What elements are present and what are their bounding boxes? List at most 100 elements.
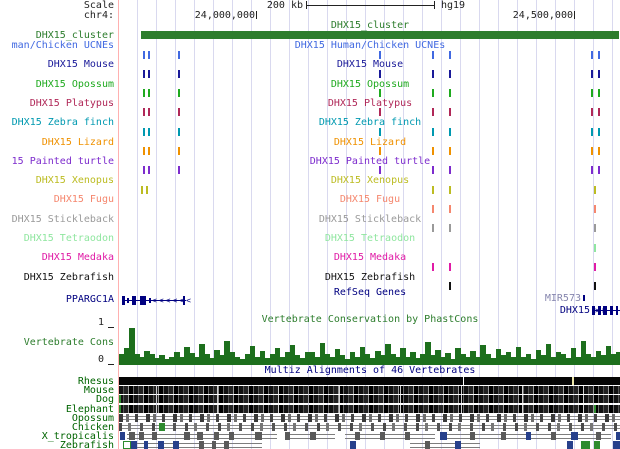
ortholog-tick[interactable] (432, 224, 435, 233)
track-center-label[interactable]: DHX15 Painted turtle (309, 155, 431, 167)
ortholog-tick[interactable] (448, 69, 451, 78)
multiz-species-label[interactable]: Opossum (71, 412, 114, 424)
ortholog-tick[interactable] (432, 262, 435, 271)
ortholog-tick[interactable] (593, 282, 596, 291)
ortholog-tick[interactable] (148, 127, 151, 136)
ortholog-tick[interactable] (590, 108, 593, 117)
ortholog-tick[interactable] (448, 204, 451, 213)
ortholog-tick[interactable] (148, 69, 151, 78)
multiz-species-label[interactable]: Dog (95, 394, 114, 406)
ortholog-tick[interactable] (178, 69, 181, 78)
ortholog-tick[interactable] (593, 243, 596, 252)
ortholog-tick[interactable] (379, 127, 382, 136)
ortholog-tick[interactable] (379, 108, 382, 117)
ortholog-tick[interactable] (448, 282, 451, 291)
track-left-label[interactable]: DHX15 Tetraodon (23, 233, 114, 244)
ortholog-tick[interactable] (448, 89, 451, 98)
multiz-row-mouse[interactable] (119, 386, 620, 395)
ortholog-tick[interactable] (146, 185, 149, 194)
browser-data-area[interactable]: 200 kb hg19 24,000,000 24,500,000 DHX15_… (118, 0, 620, 449)
ortholog-tick[interactable] (432, 185, 435, 194)
track-center-label[interactable]: DHX15 Mouse (336, 59, 404, 71)
multiz-row-zebrafish[interactable] (119, 441, 620, 449)
track-center-label[interactable]: DHX15 Opossum (330, 78, 410, 90)
ortholog-tick[interactable] (590, 69, 593, 78)
ortholog-tick[interactable] (143, 147, 146, 155)
track-left-label[interactable]: DHX15 Mouse (47, 59, 114, 71)
ortholog-tick[interactable] (432, 108, 435, 117)
ortholog-tick[interactable] (448, 166, 451, 175)
ortholog-tick[interactable] (448, 108, 451, 117)
track-center-label[interactable]: DHX15 Zebra finch (318, 117, 422, 129)
ortholog-tick[interactable] (432, 166, 435, 175)
ortholog-tick[interactable] (143, 127, 146, 136)
multiz-species-label[interactable]: Chicken (71, 422, 114, 433)
cluster-left-label[interactable]: DHX15_cluster (35, 30, 114, 41)
multiz-species-label[interactable]: Mouse (83, 385, 114, 397)
ortholog-tick[interactable] (143, 50, 146, 59)
track-center-label[interactable]: DHX15 Lizard (333, 136, 407, 148)
ortholog-tick[interactable] (148, 89, 151, 98)
cluster-track-label[interactable]: DHX15_cluster (330, 20, 410, 31)
track-center-label[interactable]: DHX15 Medaka (333, 252, 407, 264)
track-left-label[interactable]: 15 Painted turtle (11, 155, 114, 167)
track-center-label[interactable]: DHX15 Zebrafish (324, 271, 416, 283)
cluster-track-bar[interactable] (141, 31, 619, 39)
track-left-label[interactable]: man/Chicken UCNEs (11, 40, 114, 51)
conservation-histogram[interactable] (119, 327, 620, 365)
multiz-row-dog[interactable] (119, 395, 620, 404)
ortholog-tick[interactable] (597, 50, 600, 59)
ortholog-tick[interactable] (448, 262, 451, 271)
multiz-row-elephant[interactable] (119, 404, 620, 413)
gene-mir573-glyph[interactable] (583, 295, 585, 301)
track-left-label[interactable]: DHX15 Fugu (53, 194, 114, 206)
track-center-label[interactable]: DHX15 Tetraodon (324, 233, 416, 244)
ortholog-tick[interactable] (597, 89, 600, 98)
ortholog-tick[interactable] (143, 89, 146, 98)
ortholog-tick[interactable] (379, 69, 382, 78)
ortholog-tick[interactable] (593, 204, 596, 213)
multiz-row-chicken[interactable] (119, 423, 620, 431)
ortholog-tick[interactable] (432, 50, 435, 59)
multiz-species-label[interactable]: Rhesus (77, 376, 114, 387)
ortholog-tick[interactable] (597, 166, 600, 175)
ortholog-tick[interactable] (148, 108, 151, 117)
ortholog-tick[interactable] (593, 262, 596, 271)
track-center-label[interactable]: DHX15 Fugu (339, 194, 401, 206)
ortholog-tick[interactable] (432, 147, 435, 155)
ortholog-tick[interactable] (141, 185, 144, 194)
ortholog-tick[interactable] (432, 204, 435, 213)
ortholog-tick[interactable] (590, 89, 593, 98)
ortholog-tick[interactable] (597, 69, 600, 78)
ortholog-tick[interactable] (590, 127, 593, 136)
refseq-track-label[interactable]: RefSeq Genes (333, 287, 407, 298)
ortholog-tick[interactable] (448, 147, 451, 155)
ortholog-tick[interactable] (178, 108, 181, 117)
ortholog-tick[interactable] (143, 166, 146, 175)
track-center-label[interactable]: DHX15 Xenopus (330, 175, 410, 187)
ortholog-tick[interactable] (379, 89, 382, 98)
ortholog-tick[interactable] (590, 166, 593, 175)
conservation-left-label[interactable]: Vertebrate Cons (23, 337, 114, 348)
track-left-label[interactable]: DHX15 Xenopus (35, 175, 114, 187)
multiz-row-rhesus[interactable] (119, 377, 620, 385)
gene-ppargc1a-label[interactable]: PPARGC1A (65, 294, 114, 305)
ortholog-tick[interactable] (178, 147, 181, 155)
ortholog-tick[interactable] (148, 166, 151, 175)
gene-mir573-label[interactable]: MIR573 (544, 293, 581, 304)
ortholog-tick[interactable] (379, 50, 382, 59)
track-center-label[interactable]: DHX15 Platypus (327, 97, 413, 109)
multiz-row-opossum[interactable] (119, 413, 620, 422)
ortholog-tick[interactable] (148, 50, 151, 59)
track-left-label[interactable]: DHX15 Stickleback (11, 213, 114, 225)
ortholog-tick[interactable] (448, 185, 451, 194)
multiz-species-label[interactable]: Elephant (65, 403, 114, 415)
ortholog-tick[interactable] (178, 50, 181, 59)
track-left-label[interactable]: DHX15 Lizard (41, 136, 114, 148)
ortholog-tick[interactable] (432, 69, 435, 78)
multiz-row-x_tropicalis[interactable] (119, 432, 620, 441)
track-left-label[interactable]: DHX15 Zebra finch (11, 117, 114, 129)
ortholog-tick[interactable] (597, 108, 600, 117)
ortholog-tick[interactable] (143, 69, 146, 78)
ortholog-tick[interactable] (448, 127, 451, 136)
